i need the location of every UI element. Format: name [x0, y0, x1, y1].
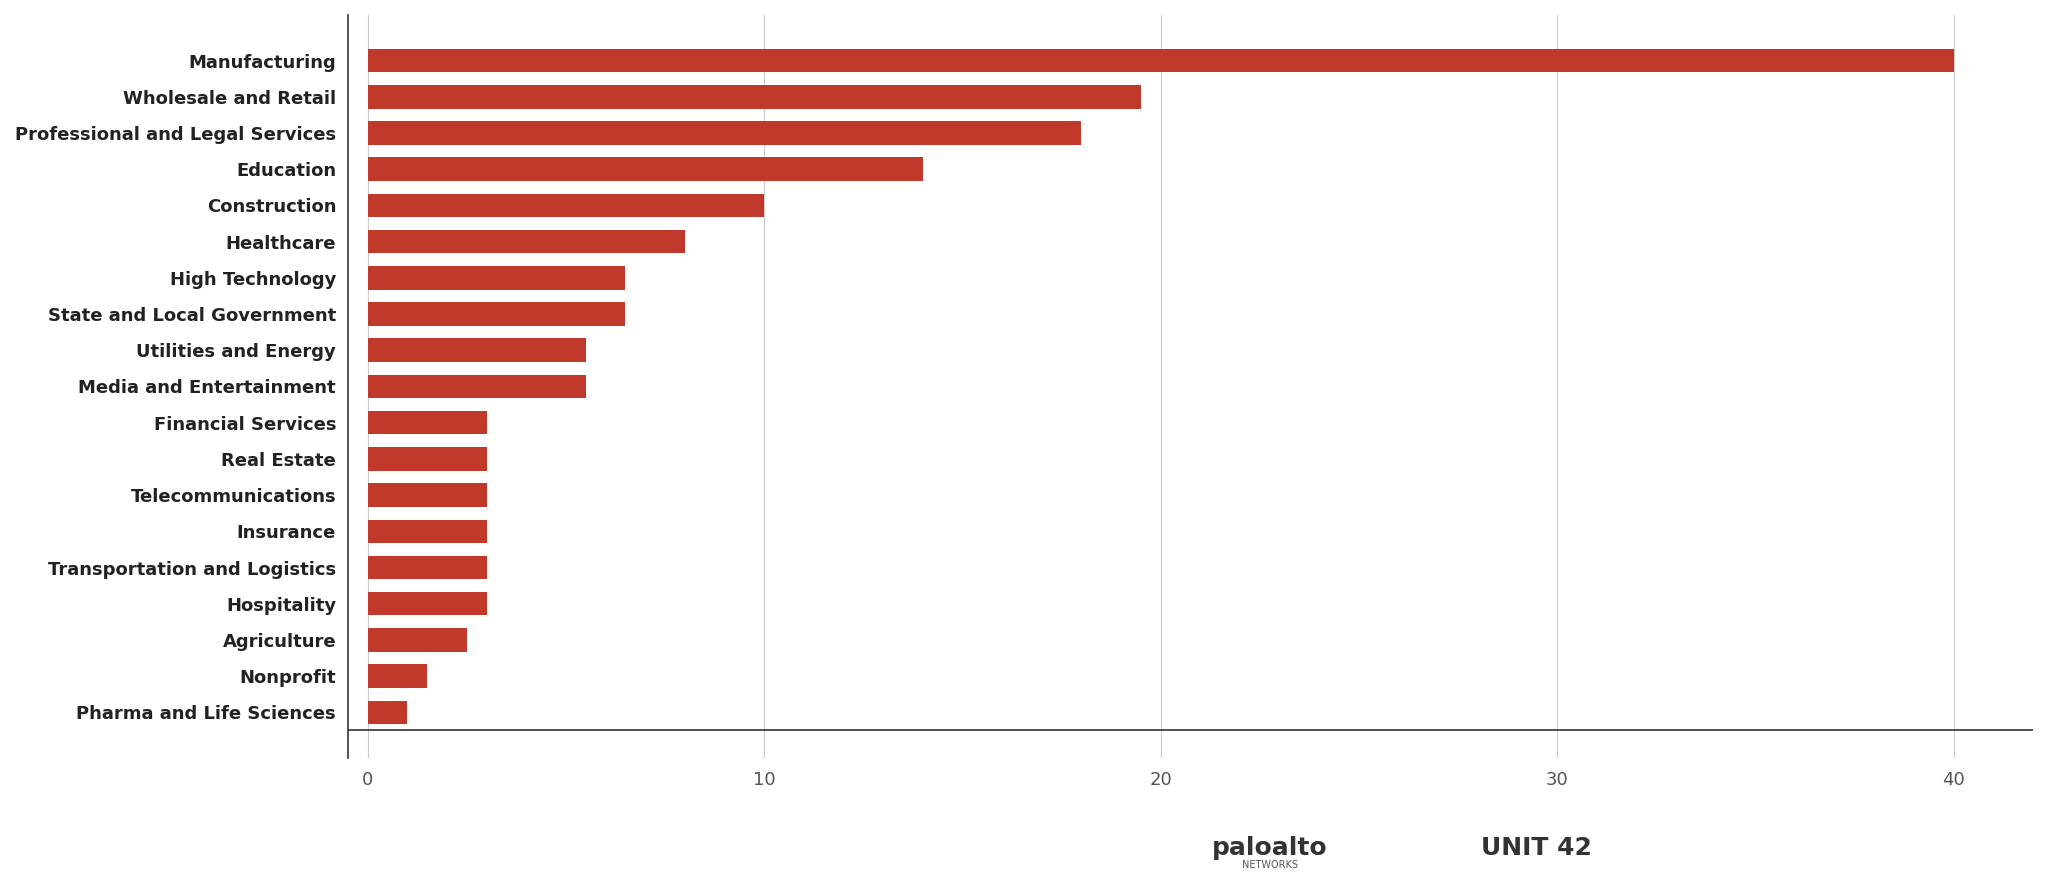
Bar [369, 338, 586, 362]
Text: UNIT 42: UNIT 42 [1481, 836, 1591, 860]
Bar [369, 483, 487, 507]
Bar [369, 664, 428, 688]
Bar [369, 628, 467, 652]
Bar [369, 157, 924, 181]
Bar [369, 519, 487, 543]
Bar [369, 266, 625, 289]
Bar [369, 411, 487, 434]
Bar [369, 121, 1081, 145]
Bar [369, 49, 1954, 73]
Bar [369, 447, 487, 470]
Bar [369, 302, 625, 326]
Bar [369, 701, 408, 725]
Bar [369, 194, 764, 217]
Bar [369, 556, 487, 579]
Bar [369, 592, 487, 615]
Bar [369, 230, 684, 253]
Text: paloalto: paloalto [1212, 836, 1327, 860]
Text: NETWORKS: NETWORKS [1241, 860, 1298, 871]
Bar [369, 375, 586, 399]
Bar [369, 85, 1141, 108]
